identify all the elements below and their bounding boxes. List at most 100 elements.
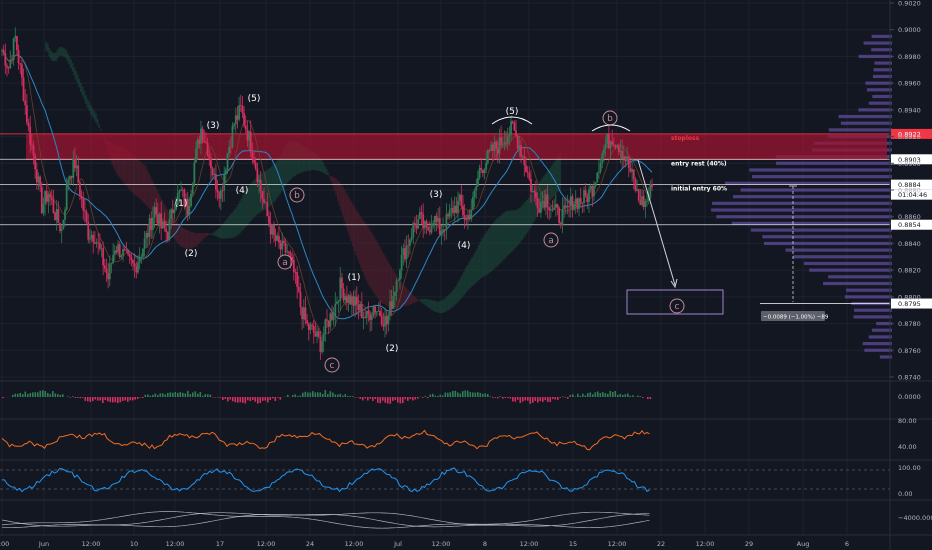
indicator-tick: 100.00 — [898, 464, 921, 472]
volume-profile-bar — [872, 74, 892, 79]
volume-profile-bar — [872, 94, 892, 99]
time-tick-label: 12:00 — [166, 540, 185, 548]
cloud-segment — [144, 166, 147, 205]
volume-profile-bar — [762, 235, 892, 239]
cloud-segment — [60, 46, 62, 56]
histogram-bar — [119, 397, 122, 403]
cloud-segment — [46, 43, 49, 52]
candle-body — [476, 177, 479, 187]
wave-label: (4) — [458, 241, 471, 251]
histogram-bar — [427, 397, 429, 399]
histogram-bar — [469, 392, 472, 397]
histogram-bar — [597, 391, 599, 397]
cloud-segment — [79, 83, 82, 92]
candle-body — [312, 325, 315, 333]
candle-body — [372, 306, 375, 316]
cloud-segment — [411, 294, 414, 304]
candle-body — [458, 194, 461, 201]
cloud-segment — [474, 251, 477, 284]
candle-body — [98, 242, 101, 249]
cloud-segment — [381, 252, 384, 304]
time-tick-label: 12:00 — [257, 540, 276, 548]
cloud-segment — [544, 174, 547, 206]
candle-body — [256, 168, 259, 183]
cloud-segment — [257, 175, 260, 214]
candle-body — [34, 155, 37, 170]
candle-body — [501, 144, 504, 146]
histogram-bar — [509, 397, 512, 399]
wave-label: (2) — [185, 249, 198, 259]
histogram-bar — [139, 397, 142, 398]
histogram-bar — [112, 397, 114, 403]
cloud-segment — [375, 240, 378, 296]
cloud-segment — [348, 198, 351, 237]
cloud-segment — [214, 231, 217, 236]
candle-body — [440, 230, 443, 235]
candle-body — [513, 122, 516, 131]
candle-body — [357, 304, 360, 311]
histogram-bar — [482, 393, 484, 397]
histogram-bar — [272, 397, 274, 399]
cloud-segment — [366, 226, 369, 284]
histogram-bar — [392, 397, 394, 401]
candle-body — [626, 156, 629, 162]
indicator-tick: 80.00 — [898, 417, 917, 425]
candle-body — [412, 223, 415, 238]
volume-profile-bar — [844, 295, 892, 299]
candle-body — [120, 255, 123, 257]
cloud-segment — [418, 299, 421, 301]
candle-body — [651, 184, 653, 188]
candle-body — [311, 324, 313, 326]
price-tick-label: 0.8800 — [898, 293, 921, 301]
candle-body — [216, 189, 219, 193]
candle-body — [130, 256, 133, 261]
histogram-bar — [169, 392, 172, 397]
time-axis[interactable]: 2:00 Jun 12:00 10 12:00 17 12:00 24 12:00 Jul 12:0… — [0, 534, 932, 548]
histogram-bar — [94, 397, 97, 400]
chart-grid — [0, 0, 890, 535]
cloud-segment — [335, 178, 338, 196]
cloud-segment — [137, 160, 140, 198]
candle-body — [515, 130, 517, 136]
cloud-segment — [51, 52, 54, 62]
candle-body — [632, 169, 635, 180]
cloud-segment — [136, 159, 139, 197]
time-tick-label: 22 — [657, 540, 665, 548]
histogram-bar — [279, 397, 282, 400]
candle-body — [598, 171, 600, 173]
candle-body — [135, 266, 138, 273]
candle-body — [639, 200, 642, 206]
histogram-bar — [92, 397, 94, 402]
price-axis[interactable]: 0.90200.90000.89800.89600.89400.89200.89… — [889, 0, 921, 550]
cloud-segment — [446, 296, 449, 311]
cloud-segment — [225, 218, 228, 239]
cloud-segment — [351, 204, 354, 247]
histogram-bar — [149, 395, 152, 397]
candle-body — [428, 230, 431, 233]
histogram-bar — [589, 392, 592, 397]
cloud-segment — [131, 154, 134, 193]
histogram-bar — [599, 393, 602, 397]
cloud-segment — [197, 233, 200, 244]
cloud-segment — [390, 266, 392, 309]
candle-body — [415, 225, 418, 229]
candle-body — [97, 242, 100, 244]
candle-body — [616, 145, 619, 148]
histogram-bar — [472, 392, 474, 397]
cloud-segment — [413, 296, 416, 304]
histogram-bar — [204, 394, 207, 397]
candle-body — [589, 186, 592, 190]
candle-body — [118, 244, 121, 257]
cloud-segment — [525, 199, 528, 233]
cloud-segment — [462, 271, 465, 296]
candle-body — [67, 179, 70, 185]
candle-body — [1, 49, 3, 51]
cloud-segment — [83, 90, 86, 100]
time-tick-label: 15 — [569, 540, 577, 548]
target-box — [626, 289, 724, 315]
candle-body — [574, 198, 577, 205]
stoploss-zone — [26, 134, 887, 160]
histogram-bar — [239, 397, 242, 403]
volume-profile-bar — [863, 41, 892, 45]
